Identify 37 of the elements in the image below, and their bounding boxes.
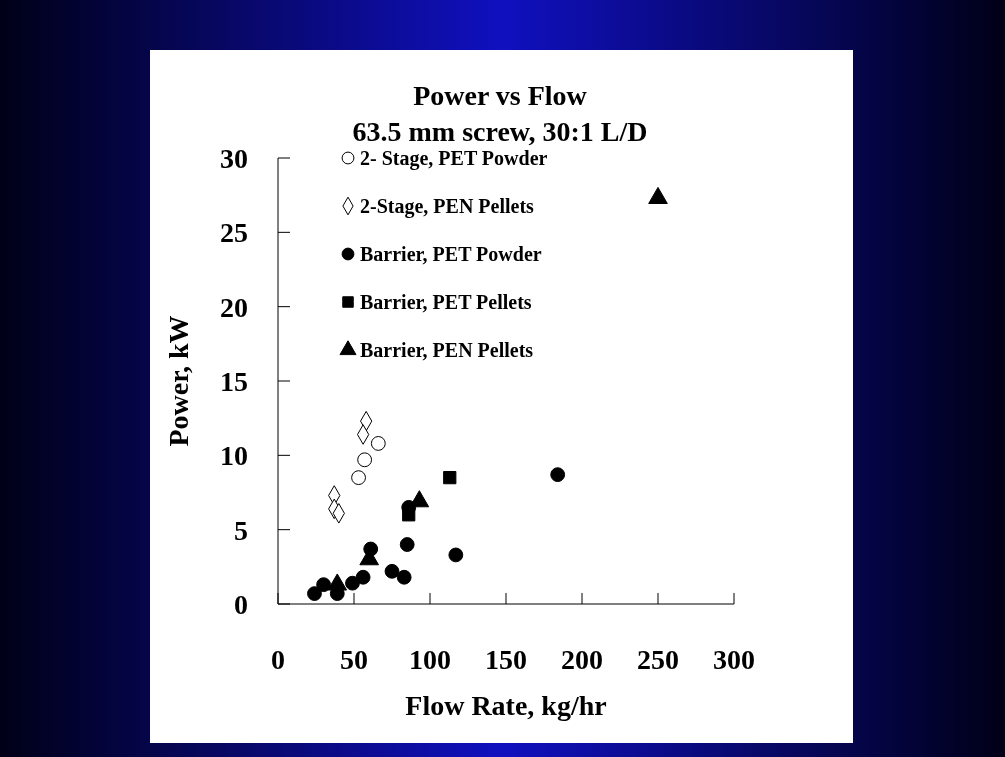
y-tick-label: 0 [234,589,248,620]
x-tick-label: 150 [485,644,527,675]
y-tick-label: 10 [220,440,248,472]
y-tick-label: 30 [220,143,248,174]
x-axis-title: Flow Rate, kg/hr [405,690,607,721]
chart-subtitle: 63.5 mm screw, 30:1 L/D [352,116,648,147]
point [355,569,371,585]
point [550,467,566,483]
x-tick-label: 0 [271,644,285,675]
point [384,563,400,579]
y-axis-title: Power, kW [163,315,194,447]
point [316,577,332,593]
point [370,436,386,451]
x-tick-label: 100 [409,644,451,675]
point [345,575,360,591]
y-tick-label: 15 [220,366,248,397]
y-tick-label: 25 [220,217,248,249]
point [448,547,464,563]
point [399,537,415,552]
point [351,470,366,486]
legend-label: Barrier, PEN Pellets [360,339,534,361]
chart-title: Power vs Flow [413,80,588,111]
x-tick-label: 50 [340,644,368,675]
point [357,452,373,468]
legend-label: Barrier, PET Pellets [360,291,532,313]
legend-label: Barrier, PET Powder [360,243,542,265]
point [307,586,322,601]
legend-label: 2-Stage, PEN Pellets [360,195,535,218]
y-tick-label: 20 [220,291,248,323]
x-tick-label: 250 [637,644,679,675]
point [443,471,457,485]
legend-label: 2- Stage, PET Powder [360,147,548,170]
y-tick-label: 5 [234,514,248,546]
x-tick-label: 200 [561,644,603,675]
point [396,569,412,585]
point [402,508,416,522]
x-tick-label: 300 [713,644,755,675]
